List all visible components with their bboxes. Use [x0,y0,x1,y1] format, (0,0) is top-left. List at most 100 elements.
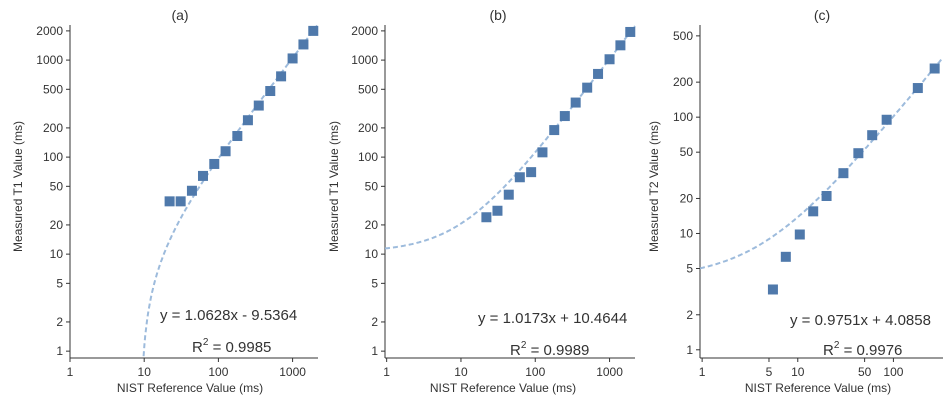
y-tick-label: 200 [43,121,63,135]
y-tick-label: 2 [371,315,378,329]
data-point [604,54,615,65]
x-tick-label: 50 [858,365,872,379]
data-point [526,167,537,178]
data-point [853,148,864,159]
data-point [838,168,849,179]
fit-equation: y = 1.0628x - 9.5364 [160,307,297,324]
data-point [265,86,276,97]
data-point [537,147,548,158]
y-tick-label: 1 [56,344,63,358]
data-point [615,40,626,51]
y-tick-label: 100 [43,150,63,164]
data-point [253,100,264,111]
data-point [821,190,832,201]
x-tick-label: 100 [883,365,903,379]
y-tick-label: 500 [358,82,378,96]
panel-label: (b) [489,7,506,23]
x-tick-label: 1 [383,365,390,379]
data-point [308,25,319,36]
y-tick-label: 100 [358,150,378,164]
y-tick-label: 500 [43,82,63,96]
data-point [503,189,514,200]
data-point [298,39,309,50]
x-tick-label: 1000 [596,365,623,379]
x-tick-label: 1 [67,365,74,379]
x-axis-title: NIST Reference Value (ms) [117,381,263,395]
y-tick-label: 2000 [351,24,378,38]
y-tick-label: 2 [686,308,693,322]
panel-label: (a) [171,7,188,23]
chart-panel-1: 1 2 5 10 20 50 100 200 500 1000 2000 1 10 100 1000 (a) N… [11,7,319,395]
y-tick-label: 2000 [36,24,63,38]
data-point [559,111,570,122]
x-axis-title: NIST Reference Value (ms) [430,381,576,395]
y-tick-label: 5 [56,276,63,290]
y-tick-label: 1000 [36,53,63,67]
r-squared: R2 = 0.9989 [510,340,589,359]
y-tick-label: 20 [680,191,694,205]
y-tick-label: 10 [680,226,694,240]
y-tick-label: 100 [673,110,693,124]
data-point [175,196,186,207]
data-point [232,131,243,142]
data-point [867,130,878,141]
y-tick-label: 10 [50,247,64,261]
y-tick-label: 2 [56,315,63,329]
data-point [164,196,175,207]
data-point [767,284,778,295]
data-point [220,146,231,157]
data-point [197,170,208,181]
fit-equation: y = 0.9751x + 4.0858 [790,312,931,329]
panel-label: (c) [814,7,830,23]
data-point [625,26,636,37]
data-point [276,71,287,82]
y-tick-label: 1 [371,344,378,358]
data-point [287,53,298,64]
data-point [593,68,604,79]
x-tick-label: 5 [766,365,773,379]
y-tick-label: 200 [673,75,693,89]
y-tick-label: 1 [686,343,693,357]
data-point [209,158,220,169]
fit-line [699,56,944,270]
y-tick-label: 50 [680,145,694,159]
x-tick-label: 10 [138,365,152,379]
r-squared: R2 = 0.9985 [192,337,271,356]
chart-panel-3: 1 2 5 10 20 50 100 200 500 1 5 10 50 100 (c) NIST Refer… [647,7,944,395]
data-point [794,229,805,240]
data-point [492,205,503,216]
y-tick-label: 1000 [351,53,378,67]
y-tick-label: 10 [365,247,379,261]
y-tick-label: 20 [50,218,64,232]
data-point [780,251,791,262]
r-squared: R2 = 0.9976 [823,340,902,359]
data-point [481,212,492,223]
x-tick-label: 100 [208,365,228,379]
fit-line [142,24,318,357]
data-point [881,114,892,125]
x-tick-label: 1000 [279,365,306,379]
data-point [242,115,253,126]
x-axis-title: NIST Reference Value (ms) [745,381,891,395]
y-tick-label: 20 [365,218,379,232]
y-tick-label: 500 [673,29,693,43]
data-point [912,83,923,94]
y-axis-title: Measured T1 Value (ms) [327,121,341,252]
y-axis-title: Measured T2 Value (ms) [647,121,661,252]
data-point [549,125,560,136]
x-tick-label: 10 [791,365,805,379]
chart-panel-2: 1 2 5 10 20 50 100 200 500 1000 2000 1 10 100 1000 (b) N… [327,7,636,395]
data-point [808,206,819,217]
data-point [929,63,940,74]
data-point [582,82,593,93]
y-tick-label: 50 [365,179,379,193]
x-tick-label: 10 [454,365,468,379]
y-tick-label: 200 [358,121,378,135]
data-point [514,172,525,183]
y-tick-label: 5 [686,261,693,275]
fit-equation: y = 1.0173x + 10.4644 [478,310,627,327]
x-tick-label: 1 [699,365,706,379]
y-tick-label: 50 [50,179,64,193]
